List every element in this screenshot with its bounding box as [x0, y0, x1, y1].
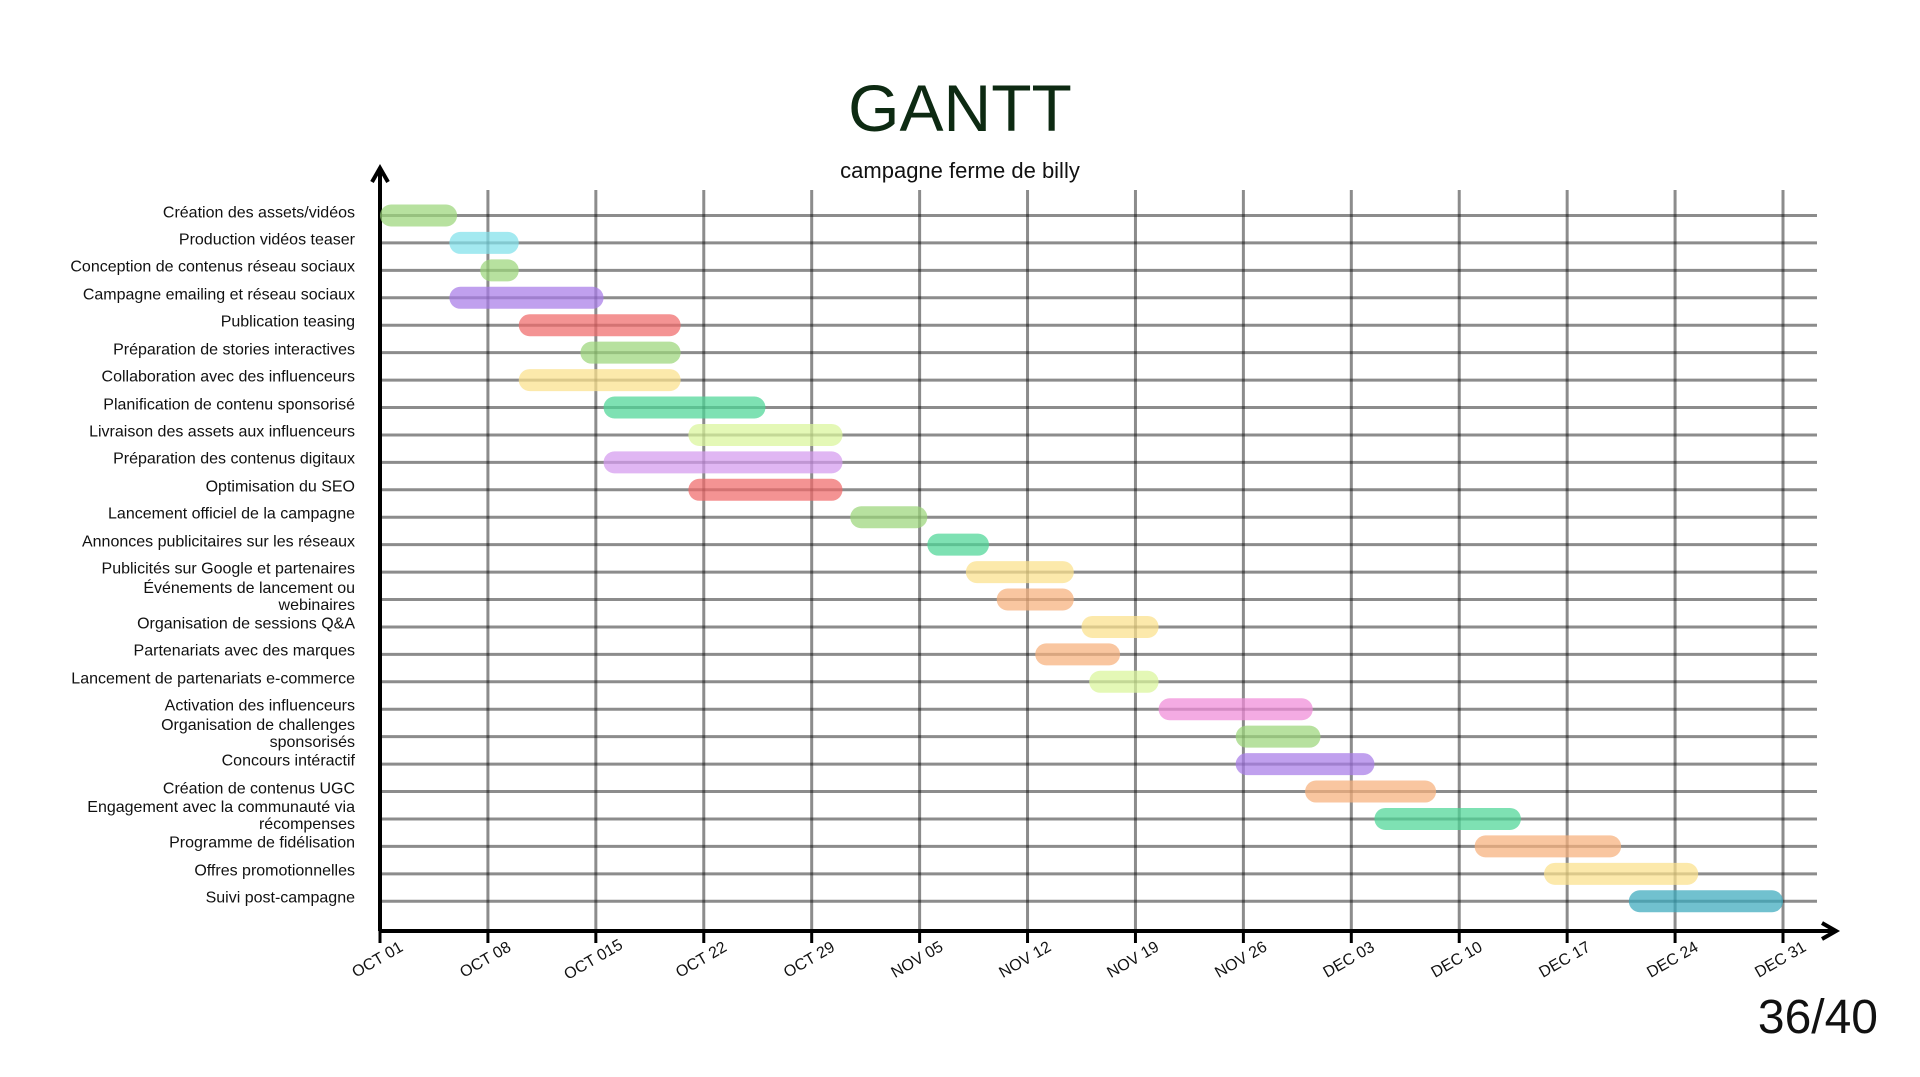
- task-label: Concours intéractif: [221, 752, 355, 770]
- task-bar: [1089, 670, 1159, 693]
- task-bar: [1235, 725, 1321, 748]
- task-bar: [518, 369, 681, 392]
- task-label: Programme de fidélisation: [169, 834, 355, 852]
- page-number: 36/40: [1757, 991, 1878, 1044]
- task-label: Lancement officiel de la campagne: [108, 505, 355, 523]
- task-bar: [1235, 753, 1375, 776]
- x-tick-label: DEC 10: [1428, 939, 1485, 982]
- task-label: Engagement avec la communauté via récomp…: [87, 798, 355, 833]
- task-bar: [1158, 698, 1313, 721]
- task-label: Préparation des contenus digitaux: [113, 450, 355, 468]
- task-label: Optimisation du SEO: [205, 478, 355, 496]
- task-bar: [518, 314, 681, 337]
- task-label: Activation des influenceurs: [164, 697, 355, 715]
- x-axis-arrow: [1821, 921, 1841, 941]
- task-label: Conception de contenus réseau sociaux: [70, 258, 355, 276]
- task-bar: [688, 478, 843, 501]
- task-bar: [1081, 615, 1159, 638]
- task-label: Publication teasing: [220, 313, 355, 331]
- task-bar: [449, 286, 604, 309]
- task-bar: [1305, 780, 1437, 803]
- task-label: Publicités sur Google et partenaires: [101, 560, 355, 578]
- task-label: Planification de contenu sponsorisé: [103, 396, 355, 413]
- chart-subtitle: campagne ferme de billy: [840, 158, 1080, 183]
- task-bar: [603, 396, 766, 419]
- y-axis-arrow: [370, 163, 390, 183]
- x-tick-label: OCT 01: [349, 939, 406, 982]
- task-bar: [1628, 890, 1783, 913]
- task-label: Annonces publicitaires sur les réseaux: [81, 533, 355, 551]
- task-label: Organisation de sessions Q&A: [137, 615, 355, 633]
- x-tick-label: DEC 17: [1536, 939, 1593, 982]
- task-bar: [927, 533, 989, 556]
- x-tick-label: NOV 12: [996, 938, 1054, 981]
- x-tick-label: NOV 19: [1104, 938, 1162, 981]
- x-tick-label: OCT 29: [781, 939, 838, 982]
- task-label: Collaboration avec des influenceurs: [101, 368, 355, 386]
- task-label: Campagne emailing et réseau sociaux: [82, 286, 355, 304]
- task-bar: [580, 341, 681, 364]
- task-label: Organisation de challenges sponsorisés: [161, 716, 355, 751]
- task-label: Création de contenus UGC: [162, 780, 355, 798]
- task-bar: [1474, 835, 1622, 858]
- x-tick-label: NOV 05: [888, 938, 946, 981]
- chart-title: GANTT: [848, 71, 1072, 145]
- task-bar: [688, 423, 843, 446]
- x-tick-label: DEC 31: [1752, 939, 1809, 982]
- x-tick-label: OCT 08: [457, 939, 514, 982]
- x-tick-label: OCT 22: [673, 939, 730, 982]
- x-tick-label: OCT 015: [561, 937, 626, 984]
- task-bar: [1544, 862, 1699, 885]
- task-label: Livraison des assets aux influenceurs: [89, 423, 355, 441]
- task-bar: [480, 259, 519, 282]
- task-label: Événements de lancement ou webinaires: [143, 579, 355, 614]
- task-bar: [1035, 643, 1121, 666]
- task-label: Préparation de stories interactives: [113, 341, 355, 359]
- task-bar: [449, 231, 519, 254]
- task-label: Offres promotionnelles: [194, 862, 355, 880]
- task-label: Lancement de partenariats e-commerce: [71, 670, 355, 688]
- x-tick-label: DEC 03: [1321, 939, 1378, 982]
- task-label: Suivi post-campagne: [205, 889, 355, 907]
- x-tick-label: NOV 26: [1212, 938, 1270, 981]
- task-bar: [996, 588, 1074, 611]
- task-label: Partenariats avec des marques: [133, 642, 355, 660]
- task-bar: [850, 506, 928, 529]
- task-bar: [380, 204, 458, 227]
- task-label: Production vidéos teaser: [178, 231, 355, 249]
- task-bar: [603, 451, 843, 474]
- task-bar: [965, 561, 1074, 584]
- task-label: Création des assets/vidéos: [162, 204, 355, 221]
- x-tick-label: DEC 24: [1644, 939, 1701, 982]
- task-bar: [1374, 807, 1521, 830]
